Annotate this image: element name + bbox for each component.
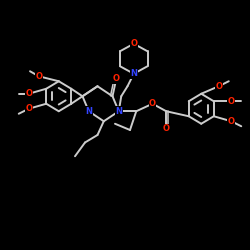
Text: O: O — [215, 82, 222, 91]
Text: O: O — [149, 99, 156, 108]
Text: O: O — [163, 124, 170, 133]
Text: O: O — [35, 72, 42, 81]
Text: N: N — [130, 69, 137, 78]
Text: N: N — [85, 107, 92, 116]
Text: O: O — [25, 89, 32, 98]
Text: O: O — [113, 74, 120, 83]
Text: O: O — [25, 104, 32, 113]
Text: O: O — [130, 39, 137, 48]
Text: O: O — [228, 97, 235, 106]
Text: O: O — [228, 117, 235, 126]
Text: N: N — [115, 107, 122, 116]
